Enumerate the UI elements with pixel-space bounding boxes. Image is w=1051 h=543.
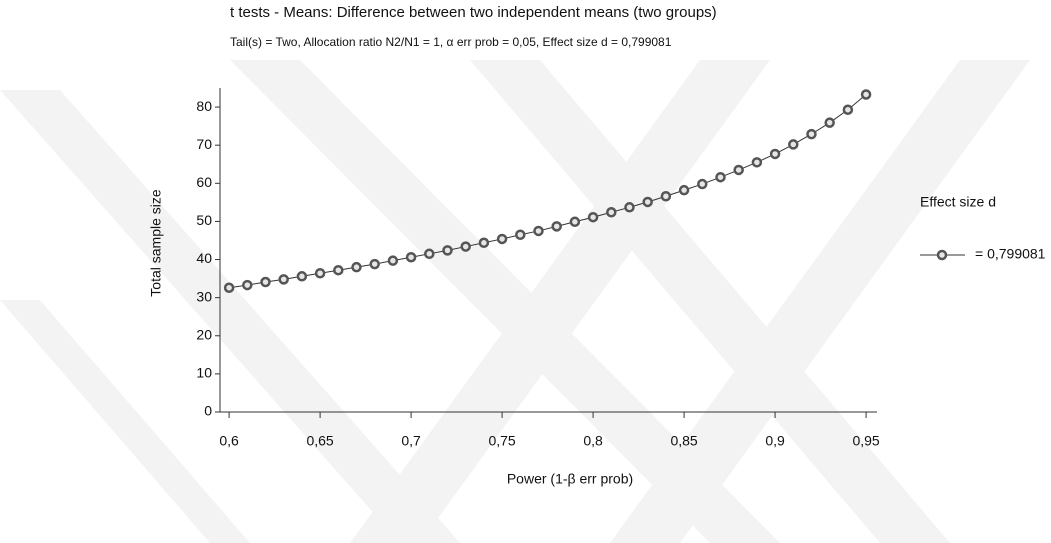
legend-marker bbox=[938, 251, 946, 259]
data-point bbox=[462, 243, 470, 251]
data-point bbox=[826, 119, 834, 127]
data-point bbox=[425, 250, 433, 258]
x-tick-label: 0,75 bbox=[488, 433, 515, 449]
y-tick-label: 10 bbox=[196, 365, 212, 381]
data-point bbox=[589, 213, 597, 221]
x-tick-label: 0,95 bbox=[852, 433, 879, 449]
data-point bbox=[571, 218, 579, 226]
data-point bbox=[334, 266, 342, 274]
data-point bbox=[607, 208, 615, 216]
data-point bbox=[498, 235, 506, 243]
data-point bbox=[625, 203, 633, 211]
data-point bbox=[516, 231, 524, 239]
y-tick-label: 80 bbox=[196, 98, 212, 114]
x-tick-label: 0,7 bbox=[401, 433, 421, 449]
x-tick-label: 0,65 bbox=[306, 433, 333, 449]
y-tick-label: 30 bbox=[196, 288, 212, 304]
data-point bbox=[443, 246, 451, 254]
data-point bbox=[261, 278, 269, 286]
data-point bbox=[371, 260, 379, 268]
x-tick-label: 0,8 bbox=[583, 433, 603, 449]
data-point bbox=[225, 284, 233, 292]
data-point bbox=[771, 150, 779, 158]
y-tick-label: 0 bbox=[204, 403, 212, 419]
x-axis-label: Power (1-β err prob) bbox=[507, 471, 633, 487]
chart-title: t tests - Means: Difference between two … bbox=[230, 4, 717, 21]
chart: t tests - Means: Difference between two … bbox=[0, 0, 1051, 543]
data-point bbox=[716, 173, 724, 181]
data-point bbox=[480, 239, 488, 247]
chart-subtitle: Tail(s) = Two, Allocation ratio N2/N1 = … bbox=[230, 35, 672, 49]
data-point bbox=[389, 257, 397, 265]
y-axis-label: Total sample size bbox=[148, 189, 164, 297]
y-tick-label: 60 bbox=[196, 174, 212, 190]
x-tick-label: 0,85 bbox=[670, 433, 697, 449]
x-tick-label: 0,9 bbox=[765, 433, 785, 449]
legend-title: Effect size d bbox=[920, 194, 996, 210]
data-point bbox=[534, 227, 542, 235]
data-point bbox=[243, 281, 251, 289]
data-point bbox=[280, 275, 288, 283]
data-point bbox=[662, 192, 670, 200]
data-point bbox=[789, 140, 797, 148]
data-point bbox=[807, 130, 815, 138]
data-point bbox=[644, 198, 652, 206]
data-point bbox=[735, 166, 743, 174]
data-point bbox=[407, 253, 415, 261]
data-point bbox=[698, 180, 706, 188]
data-point bbox=[352, 263, 360, 271]
data-point bbox=[844, 106, 852, 114]
data-point bbox=[298, 272, 306, 280]
data-point bbox=[753, 158, 761, 166]
y-tick-label: 50 bbox=[196, 212, 212, 228]
data-point bbox=[680, 186, 688, 194]
y-tick-label: 40 bbox=[196, 250, 212, 266]
data-point bbox=[553, 222, 561, 230]
x-tick-label: 0,6 bbox=[219, 433, 239, 449]
data-point bbox=[316, 269, 324, 277]
y-tick-label: 20 bbox=[196, 326, 212, 342]
y-tick-label: 70 bbox=[196, 136, 212, 152]
data-point bbox=[862, 90, 870, 98]
legend-label: = 0,799081 bbox=[975, 246, 1046, 262]
